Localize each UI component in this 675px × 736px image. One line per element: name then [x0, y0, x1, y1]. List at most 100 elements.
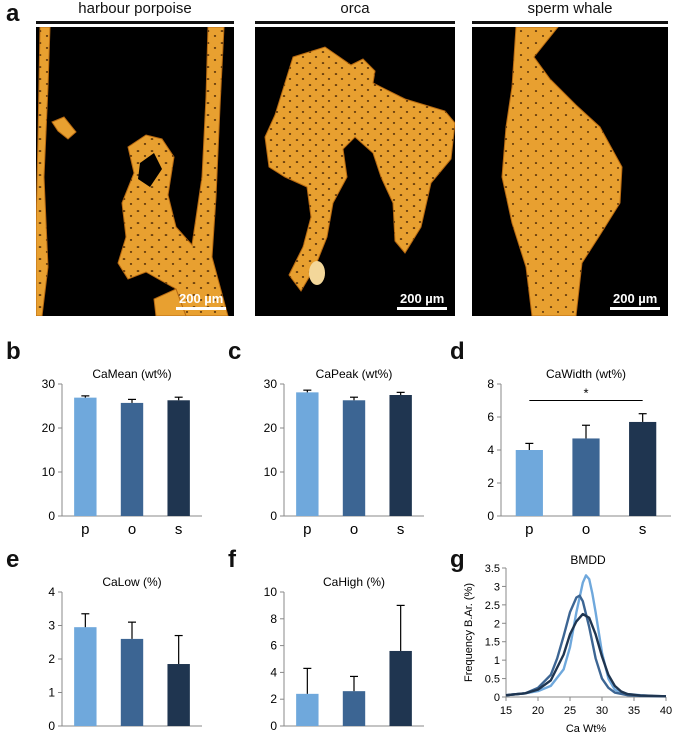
x-tick-label: s: [639, 521, 647, 538]
panel-letter-g: g: [450, 546, 465, 573]
significance-marker: *: [583, 386, 588, 401]
y-tick-label: 20: [42, 421, 56, 435]
x-tick-label: 20: [532, 705, 544, 717]
y-tick-label: 1.5: [485, 637, 500, 649]
micrograph-label-orca: orca: [340, 0, 370, 17]
x-tick-label: p: [303, 521, 311, 538]
chart-title: CaHigh (%): [323, 575, 385, 589]
y-tick-label: 10: [264, 465, 278, 479]
x-tick-label: s: [175, 731, 183, 736]
micrograph-rule: [472, 21, 668, 24]
x-tick-label: o: [128, 731, 136, 736]
bar-p: [74, 627, 97, 726]
x-tick-label: o: [582, 521, 590, 538]
y-tick-label: 1: [494, 655, 500, 667]
x-tick-label: o: [128, 521, 136, 538]
bone-trabeculae-image: [501, 27, 623, 316]
x-axis-label: Ca Wt%: [566, 723, 607, 735]
bar-s: [389, 395, 412, 516]
series-line-p: [505, 574, 667, 698]
y-tick-label: 6: [270, 639, 277, 653]
series-line-o: [505, 594, 667, 698]
chart-title: BMDD: [570, 553, 606, 567]
bone-trabeculae-image: [36, 27, 229, 316]
y-tick-label: 0: [270, 719, 277, 733]
bone-trabeculae-image: [264, 46, 455, 292]
y-tick-label: 4: [487, 443, 494, 457]
micrograph-label-harbour-porpoise: harbour porpoise: [78, 0, 192, 17]
chart-title: CaMean (wt%): [92, 367, 171, 381]
y-tick-label: 20: [264, 421, 278, 435]
y-tick-label: 30: [264, 377, 278, 391]
bar-p: [74, 397, 97, 516]
micrograph-rule: [255, 21, 455, 24]
y-tick-label: 0: [48, 719, 55, 733]
micrograph-rule: [36, 21, 234, 24]
x-tick-label: 15: [500, 705, 512, 717]
bar-p: [296, 693, 319, 726]
scale-bar: [610, 307, 660, 310]
x-tick-label: s: [397, 521, 405, 538]
x-tick-label: p: [81, 521, 89, 538]
panel-letter-c: c: [228, 338, 242, 365]
y-tick-label: 0: [494, 692, 500, 704]
scale-bar-label: 200 µm: [613, 291, 658, 306]
x-tick-label: s: [397, 731, 405, 736]
x-tick-label: 25: [564, 705, 576, 717]
bar-o: [120, 402, 144, 516]
y-tick-label: 2: [494, 618, 500, 630]
y-tick-label: 10: [264, 585, 278, 599]
micrograph-harbour-porpoise: 200 µm: [36, 27, 234, 316]
x-tick-label: p: [81, 731, 89, 736]
y-tick-label: 0: [48, 509, 55, 523]
bar-s: [167, 400, 190, 516]
micrograph-orca: 200 µm: [255, 27, 455, 316]
panel-letter-e: e: [6, 546, 20, 573]
x-tick-label: o: [350, 731, 358, 736]
x-tick-label: p: [303, 731, 311, 736]
chart-title: CaLow (%): [102, 575, 161, 589]
scale-bar: [397, 307, 447, 310]
panel-letter-d: d: [450, 338, 465, 365]
scale-bar-label: 200 µm: [400, 291, 445, 306]
series-line-s: [505, 612, 667, 698]
y-tick-label: 2: [487, 476, 494, 490]
y-tick-label: 3.5: [485, 563, 500, 575]
bar-o: [342, 400, 366, 516]
y-tick-label: 6: [487, 410, 494, 424]
y-tick-label: 2: [270, 692, 277, 706]
x-tick-label: s: [175, 521, 183, 538]
bar-s: [629, 421, 657, 516]
bar-p: [515, 450, 543, 516]
bar-o: [120, 638, 144, 726]
scale-bar: [176, 307, 226, 310]
y-tick-label: 4: [48, 585, 55, 599]
x-tick-label: p: [525, 521, 533, 538]
bar-s: [167, 664, 190, 726]
bar-s: [389, 650, 412, 726]
x-tick-label: 30: [596, 705, 608, 717]
y-tick-label: 3: [494, 581, 500, 593]
panel-letter-f: f: [228, 546, 236, 573]
panel-letter-a: a: [6, 0, 20, 27]
y-tick-label: 0: [270, 509, 277, 523]
y-tick-label: 10: [42, 465, 56, 479]
y-tick-label: 4: [270, 665, 277, 679]
micrograph-sperm-whale: 200 µm: [472, 27, 668, 316]
y-tick-label: 8: [487, 377, 494, 391]
y-tick-label: 30: [42, 377, 56, 391]
y-tick-label: 2.5: [485, 600, 500, 612]
bar-o: [342, 691, 366, 726]
y-tick-label: 8: [270, 612, 277, 626]
panel-letter-b: b: [6, 338, 21, 365]
y-axis-label: Frequency B.Ar. (%): [463, 583, 475, 682]
y-tick-label: 1: [48, 686, 55, 700]
chart-title: CaPeak (wt%): [316, 367, 393, 381]
y-tick-label: 0.5: [485, 674, 500, 686]
